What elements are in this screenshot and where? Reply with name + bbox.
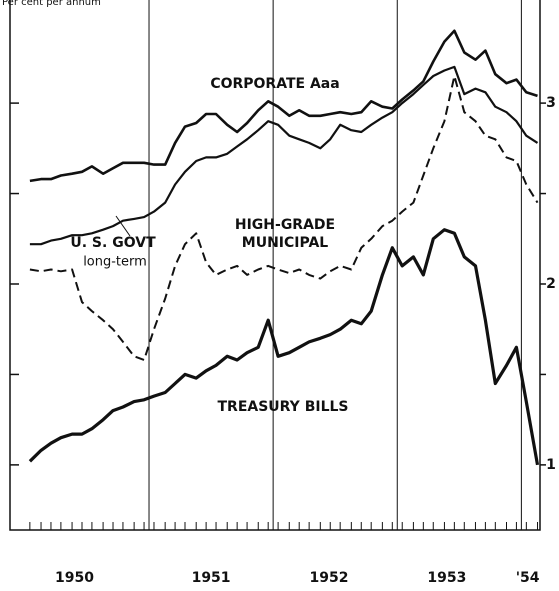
series-line (29, 29, 538, 183)
annotation: MUNICIPAL (242, 235, 329, 251)
x-tick-label: 1951 (192, 570, 231, 586)
annotation: CORPORATE Aaa (210, 76, 339, 92)
annotation: HIGH-GRADE (235, 217, 335, 233)
x-tick-label: '54 (516, 570, 540, 586)
pointer (115, 215, 131, 237)
series-line (29, 75, 539, 361)
annotation: long-term (83, 255, 147, 270)
y-tick-label: 2 (546, 276, 556, 292)
x-tick-label: 1953 (427, 570, 466, 586)
series-line (28, 228, 540, 466)
series-line (29, 65, 539, 246)
y-tick-label: 1 (546, 457, 556, 473)
chart-title: Per cent per annum (2, 0, 101, 8)
annotation: TREASURY BILLS (217, 399, 348, 415)
x-tick-label: 1950 (55, 570, 94, 586)
annotation: U. S. GOVT (70, 235, 156, 251)
plot-frame (9, 0, 541, 531)
x-tick-label: 1952 (310, 570, 349, 586)
y-tick-label: 3 (546, 95, 556, 111)
